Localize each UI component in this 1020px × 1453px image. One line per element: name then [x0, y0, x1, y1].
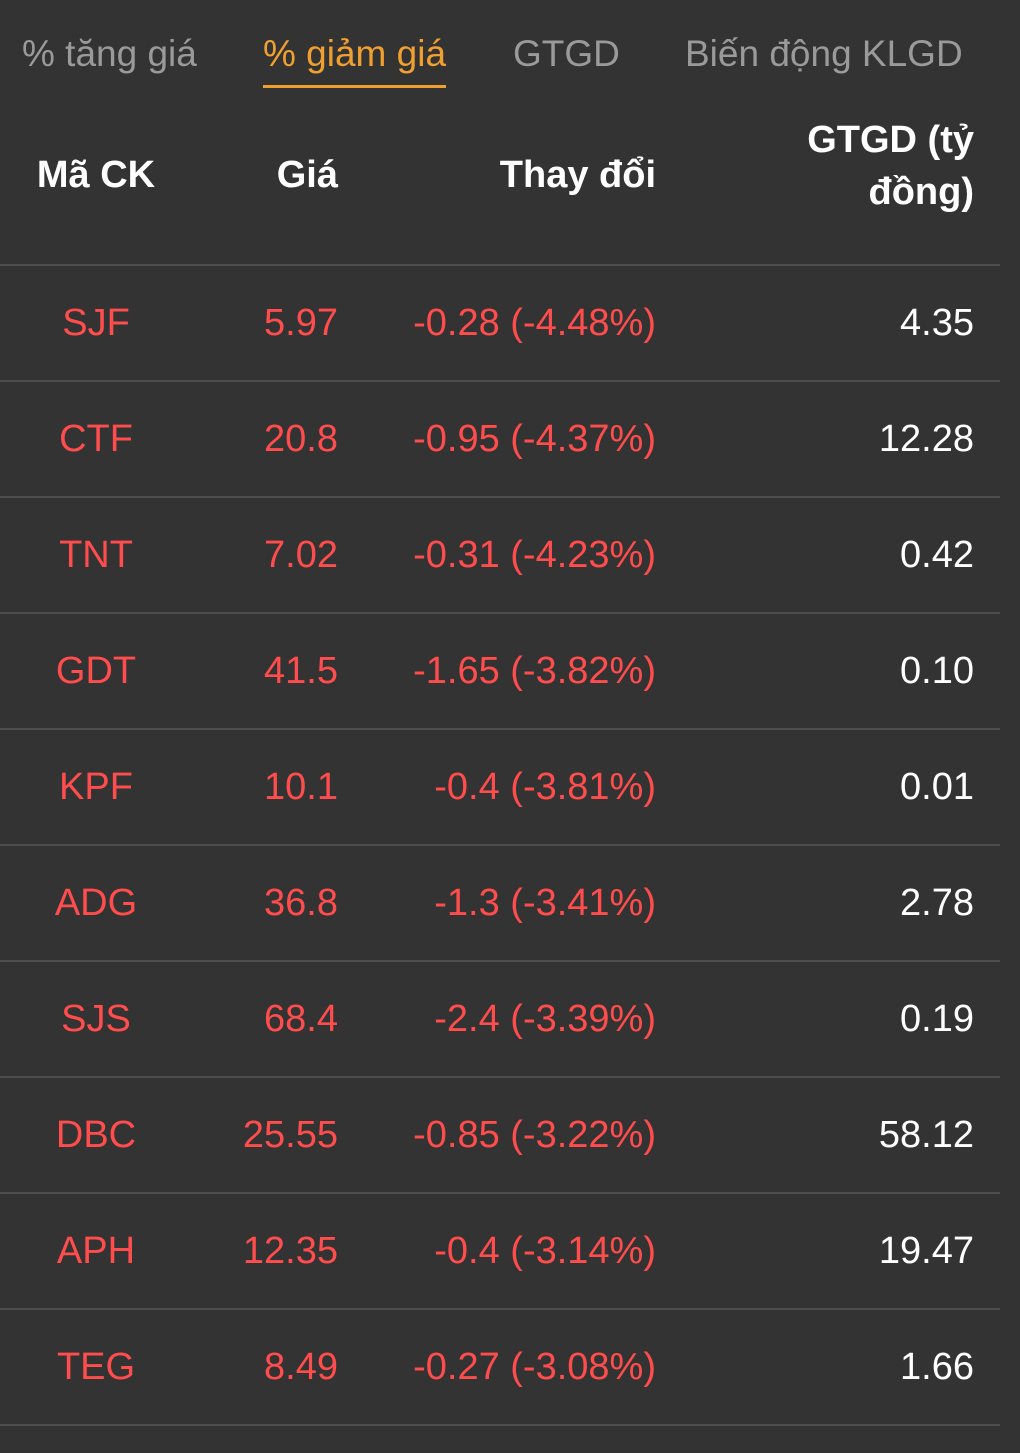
- table-body: SJF 5.97 -0.28 (-4.48%) 4.35 CTF 20.8 -0.95 (-…: [0, 266, 1000, 1426]
- stock-trading-value: 0.01: [900, 766, 974, 808]
- stock-trading-value: 1.66: [900, 1346, 974, 1388]
- stock-price: 12.35: [242, 1230, 338, 1272]
- tab-price-decrease[interactable]: % giảm giá: [263, 30, 447, 88]
- stock-change: -0.28 (-4.48%): [413, 302, 656, 344]
- tab-trading-value[interactable]: GTGD: [513, 33, 620, 74]
- stock-trading-value: 0.10: [900, 650, 974, 692]
- stock-change: -0.95 (-4.37%): [413, 418, 656, 460]
- table-row[interactable]: DBC 25.55 -0.85 (-3.22%) 58.12: [0, 1078, 1000, 1194]
- stock-trading-value: 4.35: [900, 302, 974, 344]
- stock-symbol: KPF: [59, 766, 133, 808]
- table-row[interactable]: ADG 36.8 -1.3 (-3.41%) 2.78: [0, 846, 1000, 962]
- stock-price: 7.02: [264, 534, 338, 576]
- stock-price: 41.5: [264, 650, 338, 692]
- stock-trading-value: 0.42: [900, 534, 974, 576]
- stock-change: -1.65 (-3.82%): [413, 650, 656, 692]
- table-row[interactable]: APH 12.35 -0.4 (-3.14%) 19.47: [0, 1194, 1000, 1310]
- tab-price-increase[interactable]: % tăng giá: [22, 33, 197, 74]
- stock-change: -0.4 (-3.14%): [434, 1230, 656, 1272]
- stock-change: -0.27 (-3.08%): [413, 1346, 656, 1388]
- header-change: Thay đổi: [499, 154, 656, 196]
- stock-change: -2.4 (-3.39%): [434, 998, 656, 1040]
- stock-change: -0.31 (-4.23%): [413, 534, 656, 576]
- table-row[interactable]: CTF 20.8 -0.95 (-4.37%) 12.28: [0, 382, 1000, 498]
- stock-change: -1.3 (-3.41%): [434, 882, 656, 924]
- stock-price: 8.49: [264, 1346, 338, 1388]
- stock-trading-value: 19.47: [878, 1230, 974, 1272]
- tab-volume-change[interactable]: Biến động KLGD: [685, 33, 963, 74]
- stock-price: 68.4: [264, 998, 338, 1040]
- table-row[interactable]: SJF 5.97 -0.28 (-4.48%) 4.35: [0, 266, 1000, 382]
- table-row[interactable]: KPF 10.1 -0.4 (-3.81%) 0.01: [0, 730, 1000, 846]
- stock-symbol: CTF: [59, 418, 133, 460]
- stock-symbol: APH: [56, 1230, 136, 1272]
- stock-price: 10.1: [264, 766, 338, 808]
- stock-price: 25.55: [242, 1114, 338, 1156]
- stock-change: -0.85 (-3.22%): [413, 1114, 656, 1156]
- stock-symbol: DBC: [55, 1114, 137, 1156]
- stock-price: 5.97: [264, 302, 338, 344]
- stock-symbol: TNT: [59, 534, 133, 576]
- table-row[interactable]: TNT 7.02 -0.31 (-4.23%) 0.42: [0, 498, 1000, 614]
- stock-symbol: SJS: [61, 998, 131, 1040]
- stock-price: 20.8: [264, 418, 338, 460]
- stock-trading-value: 58.12: [878, 1114, 974, 1156]
- header-symbol: Mã CK: [36, 154, 156, 196]
- stock-trading-value: 2.78: [900, 882, 974, 924]
- stock-symbol: GDT: [55, 650, 137, 692]
- tab-bar: % tăng giá % giảm giá GTGD Biến động KLG…: [0, 0, 1020, 110]
- stock-trading-value: 0.19: [900, 998, 974, 1040]
- header-trading-value: GTGD (tỷ đồng): [807, 119, 974, 213]
- stock-price: 36.8: [264, 882, 338, 924]
- table-row[interactable]: TEG 8.49 -0.27 (-3.08%) 1.66: [0, 1310, 1000, 1426]
- table-row[interactable]: GDT 41.5 -1.65 (-3.82%) 0.10: [0, 614, 1000, 730]
- stock-change: -0.4 (-3.81%): [434, 766, 656, 808]
- stock-symbol: ADG: [54, 882, 138, 924]
- table-header: Mã CK Giá Thay đổi GTGD (tỷ đồng): [0, 110, 1000, 266]
- stock-trading-value: 12.28: [878, 418, 974, 460]
- header-price: Giá: [276, 154, 338, 196]
- stock-table: Mã CK Giá Thay đổi GTGD (tỷ đồng) SJF 5.9…: [0, 110, 1000, 1426]
- table-row[interactable]: SJS 68.4 -2.4 (-3.39%) 0.19: [0, 962, 1000, 1078]
- stock-symbol: SJF: [62, 302, 130, 344]
- stock-symbol: TEG: [56, 1346, 136, 1388]
